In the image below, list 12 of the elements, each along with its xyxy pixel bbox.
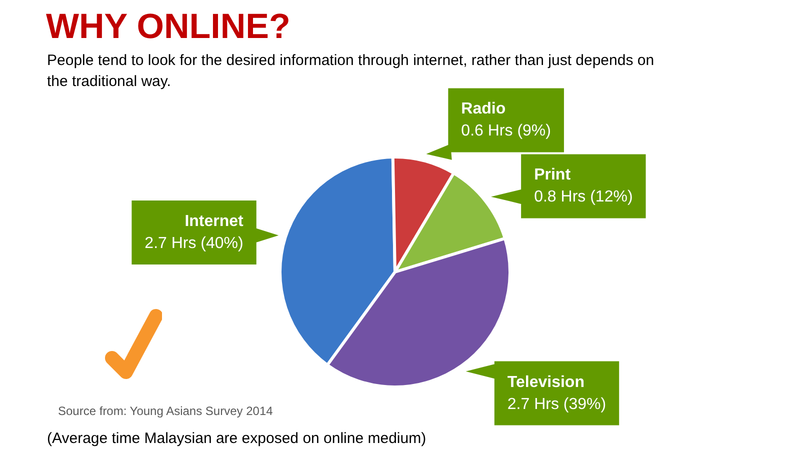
chart-title: WHY ONLINE? — [46, 7, 290, 47]
chart-subtitle: People tend to look for the desired information through internet, rather than just depends on the traditional way. — [47, 51, 656, 92]
data-label: 2.7 Hrs (40%) — [144, 234, 244, 252]
slice-label: Radio — [461, 100, 506, 118]
data-label: 0.6 Hrs (9%) — [461, 122, 551, 140]
data-label: 0.8 Hrs (12%) — [534, 188, 633, 206]
slice-label: Print — [534, 166, 572, 184]
slice-label: Television — [507, 374, 584, 391]
slice-label: Internet — [184, 212, 244, 230]
text: (Average time Malaysian are exposed on online medium) — [47, 430, 426, 447]
data-label: 2.7 Hrs (39%) — [507, 396, 606, 413]
source-note: Source from: Young Asians Survey 2014 — [58, 404, 273, 418]
